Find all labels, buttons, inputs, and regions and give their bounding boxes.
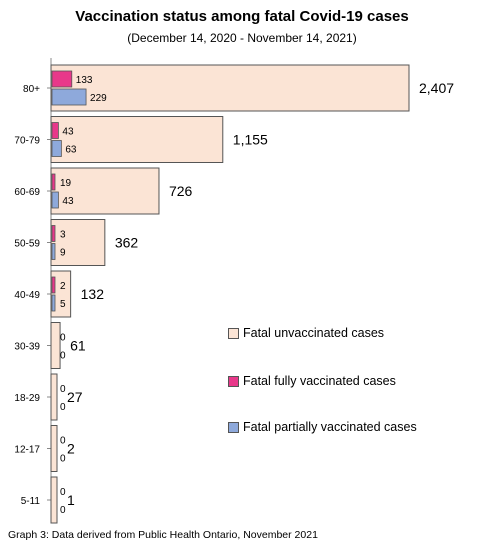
category-label: 12-17	[14, 445, 40, 456]
data-label-unvaccinated: 2	[67, 441, 75, 457]
bar-partially-vaccinated	[51, 294, 56, 312]
data-label-unvaccinated: 2,407	[419, 80, 454, 96]
data-label-fully-vaccinated: 3	[60, 230, 66, 241]
bar-partially-vaccinated	[51, 140, 62, 157]
bar-unvaccinated	[50, 167, 160, 215]
data-label-unvaccinated: 362	[115, 235, 139, 251]
data-label-fully-vaccinated: 43	[62, 127, 74, 138]
bar-unvaccinated	[50, 425, 58, 472]
bar-unvaccinated	[50, 64, 410, 112]
chart-title: Vaccination status among fatal Covid-19 …	[75, 8, 409, 25]
data-label-partially-vaccinated: 43	[62, 196, 74, 207]
category-label: 50-59	[14, 239, 40, 250]
bar-fully-vaccinated	[51, 173, 56, 191]
category-label: 18-29	[14, 393, 40, 404]
data-label-partially-vaccinated: 0	[60, 505, 66, 516]
data-label-fully-vaccinated: 0	[60, 487, 66, 498]
data-label-partially-vaccinated: 9	[60, 248, 66, 259]
data-label-unvaccinated: 27	[67, 389, 83, 405]
data-label-unvaccinated: 61	[70, 338, 86, 354]
data-label-fully-vaccinated: 133	[76, 75, 93, 86]
data-label-partially-vaccinated: 63	[65, 145, 77, 156]
data-label-fully-vaccinated: 2	[60, 281, 66, 292]
data-label-fully-vaccinated: 0	[60, 333, 66, 344]
data-label-unvaccinated: 1,155	[233, 132, 268, 148]
data-label-partially-vaccinated: 5	[60, 299, 66, 310]
data-label-fully-vaccinated: 19	[60, 178, 72, 189]
bar-fully-vaccinated	[51, 70, 73, 88]
legend-swatch-fully-vaccinated	[228, 375, 239, 387]
bar-fully-vaccinated	[51, 276, 56, 294]
bar-unvaccinated	[50, 476, 58, 524]
bar-unvaccinated	[50, 322, 61, 369]
data-label-partially-vaccinated: 0	[60, 351, 66, 362]
data-label-unvaccinated: 1	[67, 492, 75, 508]
bar-unvaccinated	[50, 219, 106, 266]
bar-partially-vaccinated	[51, 243, 56, 260]
bar-partially-vaccinated	[51, 191, 59, 209]
category-label: 80+	[23, 84, 40, 95]
legend-label-fully-vaccinated: Fatal fully vaccinated cases	[243, 374, 396, 388]
category-label: 5-11	[21, 496, 41, 507]
category-label: 70-79	[14, 136, 40, 147]
data-label-unvaccinated: 132	[81, 286, 105, 302]
legend-swatch-partially-vaccinated	[228, 421, 239, 433]
bar-unvaccinated	[50, 116, 224, 163]
category-label: 40-49	[14, 290, 40, 301]
legend-item-partially-vaccinated: Fatal partially vaccinated cases	[228, 420, 417, 434]
legend-label-partially-vaccinated: Fatal partially vaccinated cases	[243, 420, 417, 434]
chart-subtitle: (December 14, 2020 - November 14, 2021)	[127, 31, 357, 45]
bar-unvaccinated	[50, 373, 58, 421]
data-label-fully-vaccinated: 0	[60, 436, 66, 447]
legend-label-unvaccinated: Fatal unvaccinated cases	[243, 326, 385, 340]
category-label: 30-39	[14, 342, 40, 353]
data-label-unvaccinated: 726	[169, 183, 193, 199]
data-label-partially-vaccinated: 0	[60, 454, 66, 465]
category-label: 60-69	[14, 187, 40, 198]
data-label-fully-vaccinated: 0	[60, 384, 66, 395]
bar-partially-vaccinated	[51, 88, 87, 106]
bar-fully-vaccinated	[51, 225, 56, 242]
bar-fully-vaccinated	[51, 122, 59, 139]
legend-swatch-unvaccinated	[228, 327, 239, 339]
data-label-partially-vaccinated: 0	[60, 402, 66, 413]
source-caption: Graph 3: Data derived from Public Health…	[8, 529, 318, 541]
legend-item-unvaccinated: Fatal unvaccinated cases	[228, 326, 384, 340]
bar-unvaccinated	[50, 270, 72, 318]
data-label-partially-vaccinated: 229	[90, 93, 107, 104]
legend-item-fully-vaccinated: Fatal fully vaccinated cases	[228, 374, 396, 388]
